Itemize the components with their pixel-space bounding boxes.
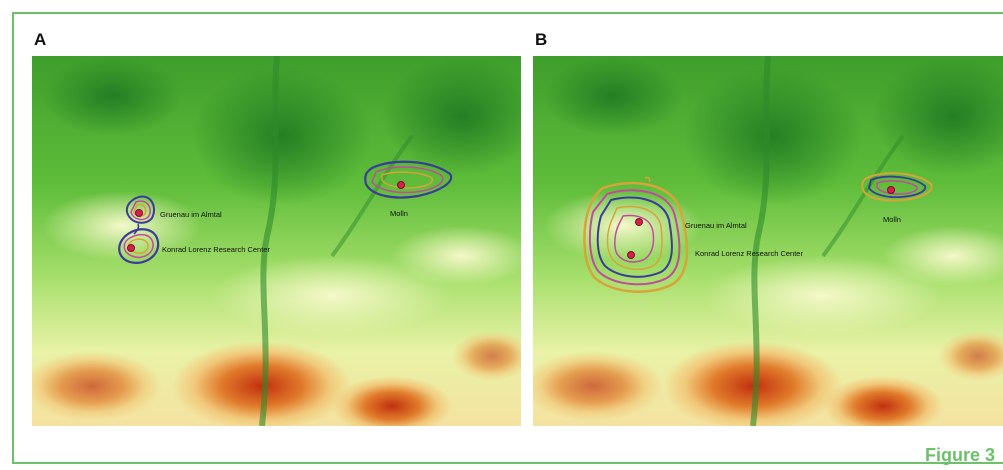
konrad-label: Konrad Lorenz Research Center	[162, 245, 270, 254]
panel-b-map: Gruenau im Almtal Konrad Lorenz Research…	[533, 56, 1003, 426]
molln-label: Molln	[883, 215, 901, 224]
figure-label: Figure 3	[924, 445, 995, 465]
gruenau-konrad-home-range	[583, 176, 689, 293]
gruenau-marker	[635, 218, 643, 226]
konrad-label: Konrad Lorenz Research Center	[695, 249, 803, 258]
molln-marker	[887, 186, 895, 194]
molln-home-range	[364, 160, 453, 199]
molln-label: Molln	[390, 209, 408, 218]
gruenau-label: Gruenau im Almtal	[160, 210, 222, 219]
panel-b-letter: B	[535, 30, 548, 49]
gruenau-home-range	[125, 195, 155, 224]
panel-a-map: Gruenau im Almtal Konrad Lorenz Research…	[32, 56, 521, 426]
gruenau-label: Gruenau im Almtal	[685, 221, 747, 230]
konrad-marker	[127, 244, 135, 252]
gruenau-marker	[135, 209, 143, 217]
molln-marker	[397, 181, 405, 189]
figure-frame	[12, 12, 1003, 464]
panel-a-letter: A	[34, 30, 47, 49]
molln-home-range	[861, 172, 933, 202]
konrad-marker	[627, 251, 635, 259]
